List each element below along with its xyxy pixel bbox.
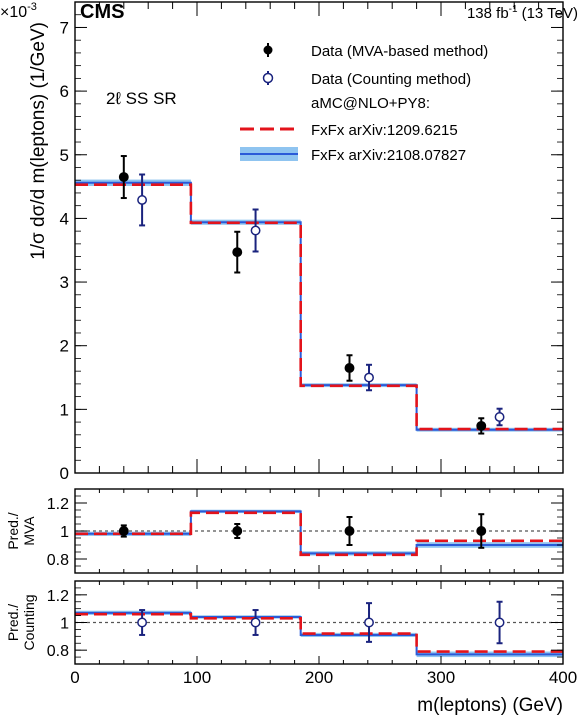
- data-point-counting-counting-3: [494, 617, 505, 628]
- data-point-mva-mva-1: [232, 526, 243, 536]
- cms-label: CMS: [80, 1, 124, 23]
- data-point-mva-main-0: [118, 172, 129, 182]
- y-tick-label-mva-0: 0.8: [47, 552, 69, 569]
- y-tick-label-counting-1: 1: [60, 616, 69, 633]
- step-line-fxfx-2108-main: [75, 181, 563, 431]
- x-tick-label-2: 200: [305, 668, 333, 687]
- data-point-counting-counting-2: [364, 617, 374, 628]
- legend-label-mva: Data (MVA-based method): [311, 43, 488, 60]
- legend: Data (MVA-based method) Data (Counting m…: [240, 43, 488, 164]
- ratio-y-label-counting-0: Pred./: [5, 604, 21, 641]
- ratio-y-label-mva-1: MVA: [21, 516, 37, 546]
- legend-title: aMC@NLO+PY8:: [311, 95, 430, 112]
- y-tick-label-main-1: 1: [60, 400, 69, 419]
- data-point-counting-counting-1: [250, 617, 261, 628]
- ratio-mva-panel: 0.8 1 1.2 Pred./MVA: [5, 488, 564, 574]
- y-axis-label: 1/σ dσ/d m(leptons) (1/GeV): [28, 22, 49, 260]
- data-point-mva-mva-2: [344, 526, 355, 536]
- data-point-counting-counting-0: [137, 617, 148, 628]
- region-label: 2ℓ SS SR: [106, 89, 177, 108]
- x-tick-label-1: 100: [183, 668, 211, 687]
- x-tick-label-0: 0: [70, 668, 79, 687]
- main-panel: 0 1 2 3 4 5 6 7 1/σ dσ/d m(leptons) (1/GeV): [28, 1, 564, 483]
- y-tick-label-main-7: 7: [60, 18, 69, 37]
- svg-text:×10-3: ×10-3: [0, 1, 37, 21]
- legend-label-counting: Data (Counting method): [311, 71, 471, 88]
- legend-marker-mva: [263, 43, 273, 57]
- ratio-counting-panel: 0.8 1 1.2 Pred./Counting 0 100 200 300 400 m(lept…: [5, 580, 577, 716]
- y-tick-label-counting-2: 1.2: [47, 588, 69, 605]
- data-point-mva-main-3: [476, 420, 487, 431]
- y-tick-label-main-2: 2: [60, 337, 69, 356]
- y-tick-label-main-6: 6: [60, 82, 69, 101]
- data-point-counting-main-3: [494, 412, 505, 422]
- data-point-mva-mva-3: [476, 526, 487, 536]
- step-line-fxfx-1209-mva: [75, 511, 563, 557]
- data-point-counting-main-1: [250, 225, 261, 236]
- x-tick-label-3: 300: [427, 668, 455, 687]
- lumi-label: 138 fb-1 (13 TeV): [467, 4, 578, 22]
- x-tick-label-4: 400: [549, 668, 577, 687]
- data-point-mva-mva-0: [118, 526, 129, 536]
- ratio-y-label-counting-1: Counting: [21, 594, 37, 650]
- scale-factor: ×10-3: [0, 1, 37, 21]
- legend-marker-counting: [262, 71, 274, 85]
- y-tick-label-mva-2: 1.2: [47, 496, 69, 513]
- data-point-counting-main-0: [137, 194, 148, 205]
- ratio-y-label-mva-0: Pred./: [5, 512, 21, 549]
- y-tick-label-main-3: 3: [60, 273, 69, 292]
- y-tick-label-main-0: 0: [60, 464, 69, 483]
- x-axis-label: m(leptons) (GeV): [417, 695, 563, 716]
- y-tick-label-mva-1: 1: [60, 524, 69, 541]
- legend-label-fxfx-2: FxFx arXiv:2108.07827: [311, 147, 466, 164]
- y-tick-label-main-4: 4: [60, 209, 69, 228]
- legend-label-fxfx-1: FxFx arXiv:1209.6215: [311, 122, 458, 139]
- data-point-counting-main-2: [364, 372, 374, 383]
- step-line-fxfx-1209-counting: [75, 612, 563, 653]
- data-point-mva-main-2: [344, 363, 355, 373]
- data-point-mva-main-1: [232, 247, 243, 258]
- y-tick-label-main-5: 5: [60, 146, 69, 165]
- y-tick-label-counting-0: 0.8: [47, 643, 69, 660]
- step-line-fxfx-1209-main: [75, 183, 563, 431]
